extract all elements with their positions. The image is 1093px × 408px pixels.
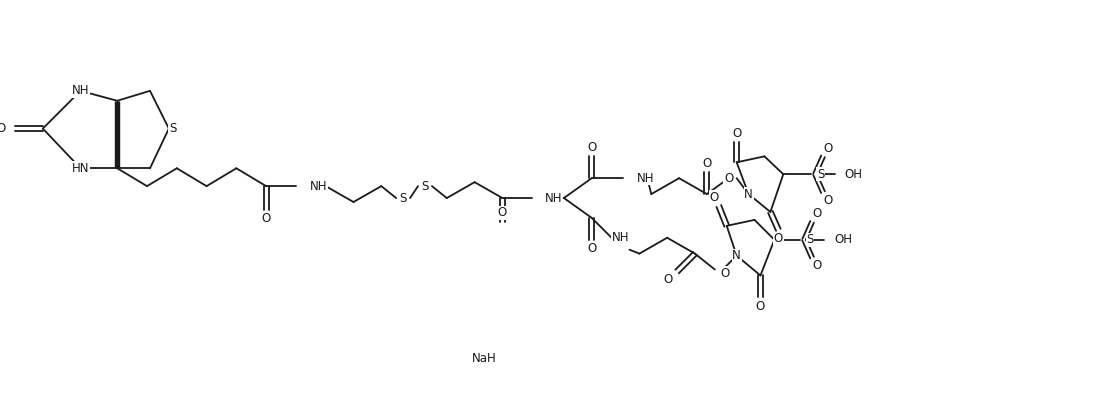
Text: O: O: [587, 141, 597, 154]
Text: O: O: [709, 191, 718, 204]
Text: NH: NH: [545, 191, 563, 204]
Text: O: O: [497, 206, 507, 220]
Text: O: O: [823, 193, 833, 206]
Text: NH: NH: [636, 172, 654, 185]
Text: S: S: [168, 122, 176, 135]
Text: O: O: [261, 213, 271, 225]
Text: OH: OH: [834, 233, 851, 246]
Text: O: O: [720, 267, 730, 280]
Text: N: N: [732, 249, 741, 262]
Text: S: S: [807, 233, 813, 246]
Text: O: O: [0, 122, 7, 135]
Text: O: O: [732, 127, 741, 140]
Text: S: S: [399, 191, 407, 204]
Text: O: O: [724, 172, 733, 185]
Text: NaH: NaH: [472, 353, 497, 365]
Text: O: O: [663, 273, 673, 286]
Text: NH: NH: [309, 180, 327, 193]
Text: O: O: [812, 259, 822, 272]
Text: N: N: [744, 188, 753, 201]
Text: O: O: [702, 157, 712, 170]
Text: NH: NH: [612, 231, 630, 244]
Text: O: O: [812, 207, 822, 220]
Text: O: O: [587, 242, 597, 255]
Text: O: O: [823, 142, 833, 155]
Text: OH: OH: [845, 168, 862, 181]
Text: O: O: [756, 300, 765, 313]
Text: O: O: [774, 232, 783, 245]
Text: S: S: [421, 180, 428, 193]
Text: S: S: [818, 168, 824, 181]
Text: NH: NH: [72, 84, 90, 98]
Text: HN: HN: [72, 162, 90, 175]
